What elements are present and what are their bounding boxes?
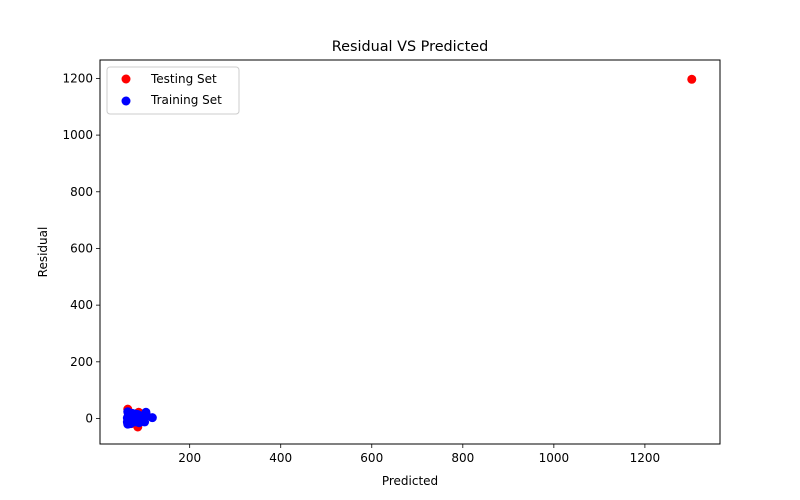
legend-box [106, 66, 240, 115]
y-tick-label: 200 [70, 355, 93, 369]
x-axis-label: Predicted [382, 474, 438, 488]
legend-marker-training [121, 96, 131, 106]
legend: Testing Set Training Set [106, 66, 240, 115]
y-axis-label: Residual [36, 227, 50, 278]
legend-label-training: Training Set [150, 93, 222, 107]
y-tick-label: 800 [70, 185, 93, 199]
point-training-set [147, 413, 157, 423]
legend-marker-testing [121, 74, 131, 84]
data-points [122, 74, 697, 432]
y-tick-label: 1200 [62, 71, 93, 85]
x-tick-label: 600 [360, 451, 383, 465]
y-axis-ticks: 0 200 400 600 800 1000 1200 [62, 71, 100, 425]
y-tick-label: 1000 [62, 128, 93, 142]
x-tick-label: 1000 [539, 451, 570, 465]
y-tick-label: 400 [70, 298, 93, 312]
point-testing-set [687, 74, 697, 84]
legend-label-testing: Testing Set [150, 72, 217, 86]
x-tick-label: 1200 [630, 451, 661, 465]
x-tick-label: 800 [451, 451, 474, 465]
y-tick-label: 600 [70, 241, 93, 255]
x-axis-ticks: 200 400 600 800 1000 1200 [178, 444, 660, 465]
plot-frame [99, 59, 721, 445]
x-tick-label: 200 [178, 451, 201, 465]
x-tick-label: 400 [269, 451, 292, 465]
chart-title: Residual VS Predicted [332, 39, 488, 55]
y-tick-label: 0 [85, 411, 93, 425]
